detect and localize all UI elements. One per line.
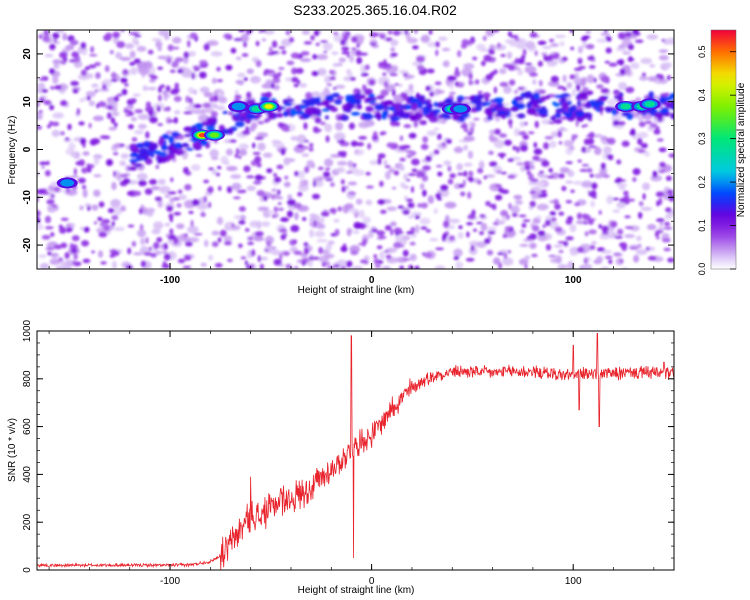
snr-y-tick-label: 800 [22,370,33,387]
colorbar-tick-label: 0.1 [697,219,707,232]
snr-y-axis-label: SNR (10 * v/v) [7,418,18,482]
spectrogram-x-tick-label: 0 [369,275,375,286]
colorbar-ticks: 0.0 0.1 0.2 0.3 0.4 0.5 [697,45,736,275]
spectrogram-y-tick-label: 20 [22,48,33,60]
colorbar-tick-label: 0.3 [697,132,707,145]
snr-series-line [37,333,674,570]
page-title: S233.2025.365.16.04.R02 [293,2,457,18]
colorbar-tick-label: 0.5 [697,45,707,58]
colorbar: 0.0 0.1 0.2 0.3 0.4 0.5 Normalized spectral a… [697,29,747,275]
spectrogram-x-tick-label: -100 [160,275,180,286]
snr-background [37,331,674,570]
spectrogram-hotspot [203,129,225,141]
spectrogram-y-axis-label: Frequency (Hz) [7,116,18,185]
spectrogram-y-tick-label: -20 [22,237,33,252]
colorbar-tick-label: 0.4 [697,89,707,102]
spectrogram-x-axis-label: Height of straight line (km) [298,285,415,296]
snr-x-tick-label: 0 [369,576,375,587]
snr-y-tick-label: 0 [22,567,33,573]
spectrogram-y-tick-label: 10 [22,96,33,108]
spectrogram-image [37,30,674,269]
spectrogram-hotspot [449,103,471,115]
snr-y-tick-label: 200 [22,513,33,530]
spectrogram-hotspot [56,177,78,189]
colorbar-gradient [711,30,736,269]
spectrogram-hotspot [228,100,250,112]
spectrogram-hotspot [639,98,661,110]
colorbar-label: Normalized spectral amplitude [736,82,747,217]
spectrogram-x-tick-label: 100 [565,275,582,286]
snr-y-tick-label: 400 [22,466,33,483]
colorbar-frame [710,29,737,270]
spectrogram-hotspot [258,100,280,112]
spectrogram-hotspot [615,100,637,112]
spectrogram-hotspots [56,98,661,189]
spectrogram-y-tick-label: 0 [22,146,33,152]
snr-x-tick-label: 100 [565,576,582,587]
colorbar-tick-label: 0.0 [697,263,707,276]
snr-y-tick-label: 1000 [22,319,33,342]
colorbar-tick-label: 0.2 [697,176,707,189]
snr-x-tick-label: -100 [160,576,180,587]
snr-x-axis-label: Height of straight line (km) [298,585,415,596]
snr-y-tick-label: 600 [22,418,33,435]
spectrogram-y-tick-label: -10 [22,190,33,205]
